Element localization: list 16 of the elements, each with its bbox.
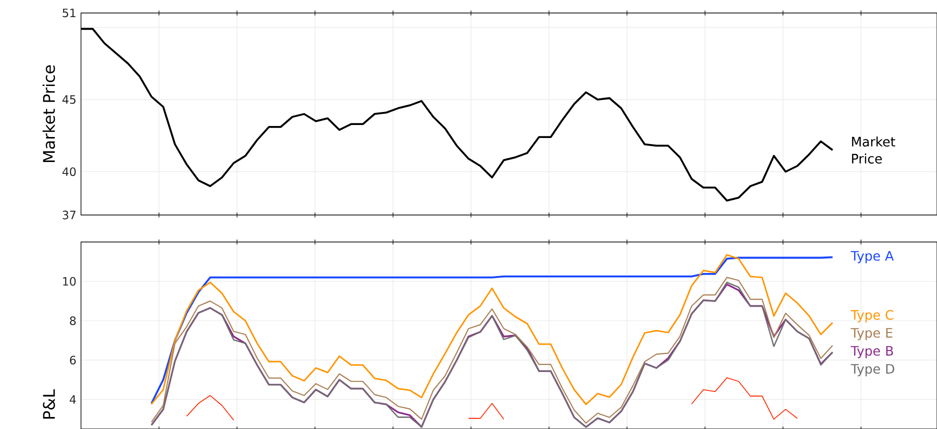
series-label: Type D [850, 364, 894, 376]
y-tick-label: 10 [63, 277, 76, 286]
y-tick-label: 51 [62, 8, 76, 18]
series-label: Type C [850, 310, 894, 322]
series-label: Type E [850, 328, 892, 340]
y-tick-label: 6 [70, 356, 76, 364]
series-label: Type A [850, 251, 894, 264]
y-tick-label: 8 [70, 316, 76, 326]
y-axis-title: Market Price [42, 65, 56, 162]
y-axis-title: P&L [42, 389, 56, 419]
y-tick-label: 40 [62, 167, 76, 176]
y-tick-label: 45 [62, 95, 76, 104]
y-tick-label: 4 [70, 395, 76, 404]
y-tick-label: 37 [62, 210, 76, 220]
series-label: Type B [850, 346, 893, 358]
series-label: Market Price [852, 136, 896, 164]
